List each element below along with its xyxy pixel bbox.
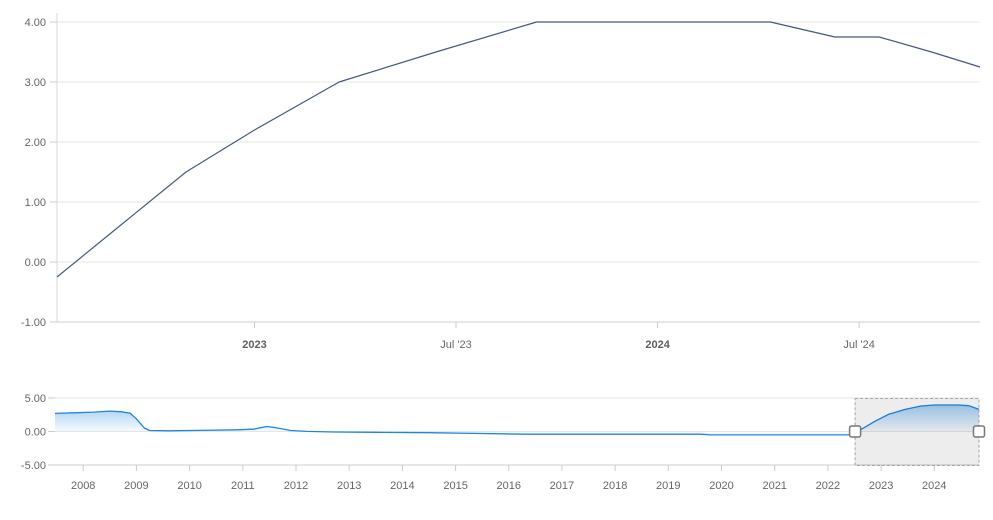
x-tick-label: Jul '24 (843, 339, 874, 351)
main-plot-area[interactable] (57, 10, 980, 322)
nav-x-tick-label: 2020 (709, 480, 733, 492)
nav-y-tick-label: -5.00 (21, 460, 46, 472)
nav-x-tick-label: 2021 (762, 480, 786, 492)
nav-x-tick-label: 2015 (443, 480, 467, 492)
nav-x-tick-label: 2023 (869, 480, 893, 492)
nav-x-tick-label: 2010 (177, 480, 201, 492)
nav-handle-right[interactable] (972, 425, 986, 438)
nav-x-tick-label: 2016 (497, 480, 521, 492)
nav-handle-left[interactable] (848, 425, 862, 438)
x-tick-label: Jul '23 (440, 339, 471, 351)
nav-x-tick-label: 2018 (603, 480, 627, 492)
nav-y-tick-label: 0.00 (25, 427, 46, 439)
navigator: 5.00 0.00 -5.00 2008 2009 2010 2011 2012 2013 201… (21, 393, 986, 492)
y-tick-label: 4.00 (25, 17, 46, 29)
main-chart: 4.00 3.00 2.00 1.00 0.00 -1.00 2023 Jul '23 2024… (21, 10, 981, 351)
nav-x-tick-label: 2009 (124, 480, 148, 492)
y-tick-label: 1.00 (25, 197, 46, 209)
nav-x-tick-label: 2012 (284, 480, 308, 492)
nav-y-tick-label: 5.00 (25, 393, 46, 405)
nav-x-tick-label: 2008 (71, 480, 95, 492)
nav-x-tick-label: 2011 (231, 480, 255, 492)
y-tick-label: 0.00 (25, 257, 46, 269)
main-series-line (56, 21, 981, 278)
navigator-track[interactable] (55, 398, 979, 465)
y-tick-label: 2.00 (25, 137, 46, 149)
nav-x-tick-label: 2014 (390, 480, 414, 492)
x-tick-label: 2024 (645, 339, 670, 351)
y-tick-label: 3.00 (25, 77, 46, 89)
y-tick-label: -1.00 (21, 317, 46, 329)
nav-x-tick-label: 2019 (656, 480, 680, 492)
nav-x-tick-label: 2013 (337, 480, 361, 492)
nav-series-line (54, 404, 980, 436)
x-tick-label: 2023 (242, 339, 266, 351)
nav-x-tick-label: 2022 (816, 480, 840, 492)
nav-x-tick-label: 2017 (550, 480, 574, 492)
nav-x-tick-label: 2024 (922, 480, 946, 492)
nav-selected-range[interactable] (854, 398, 980, 466)
